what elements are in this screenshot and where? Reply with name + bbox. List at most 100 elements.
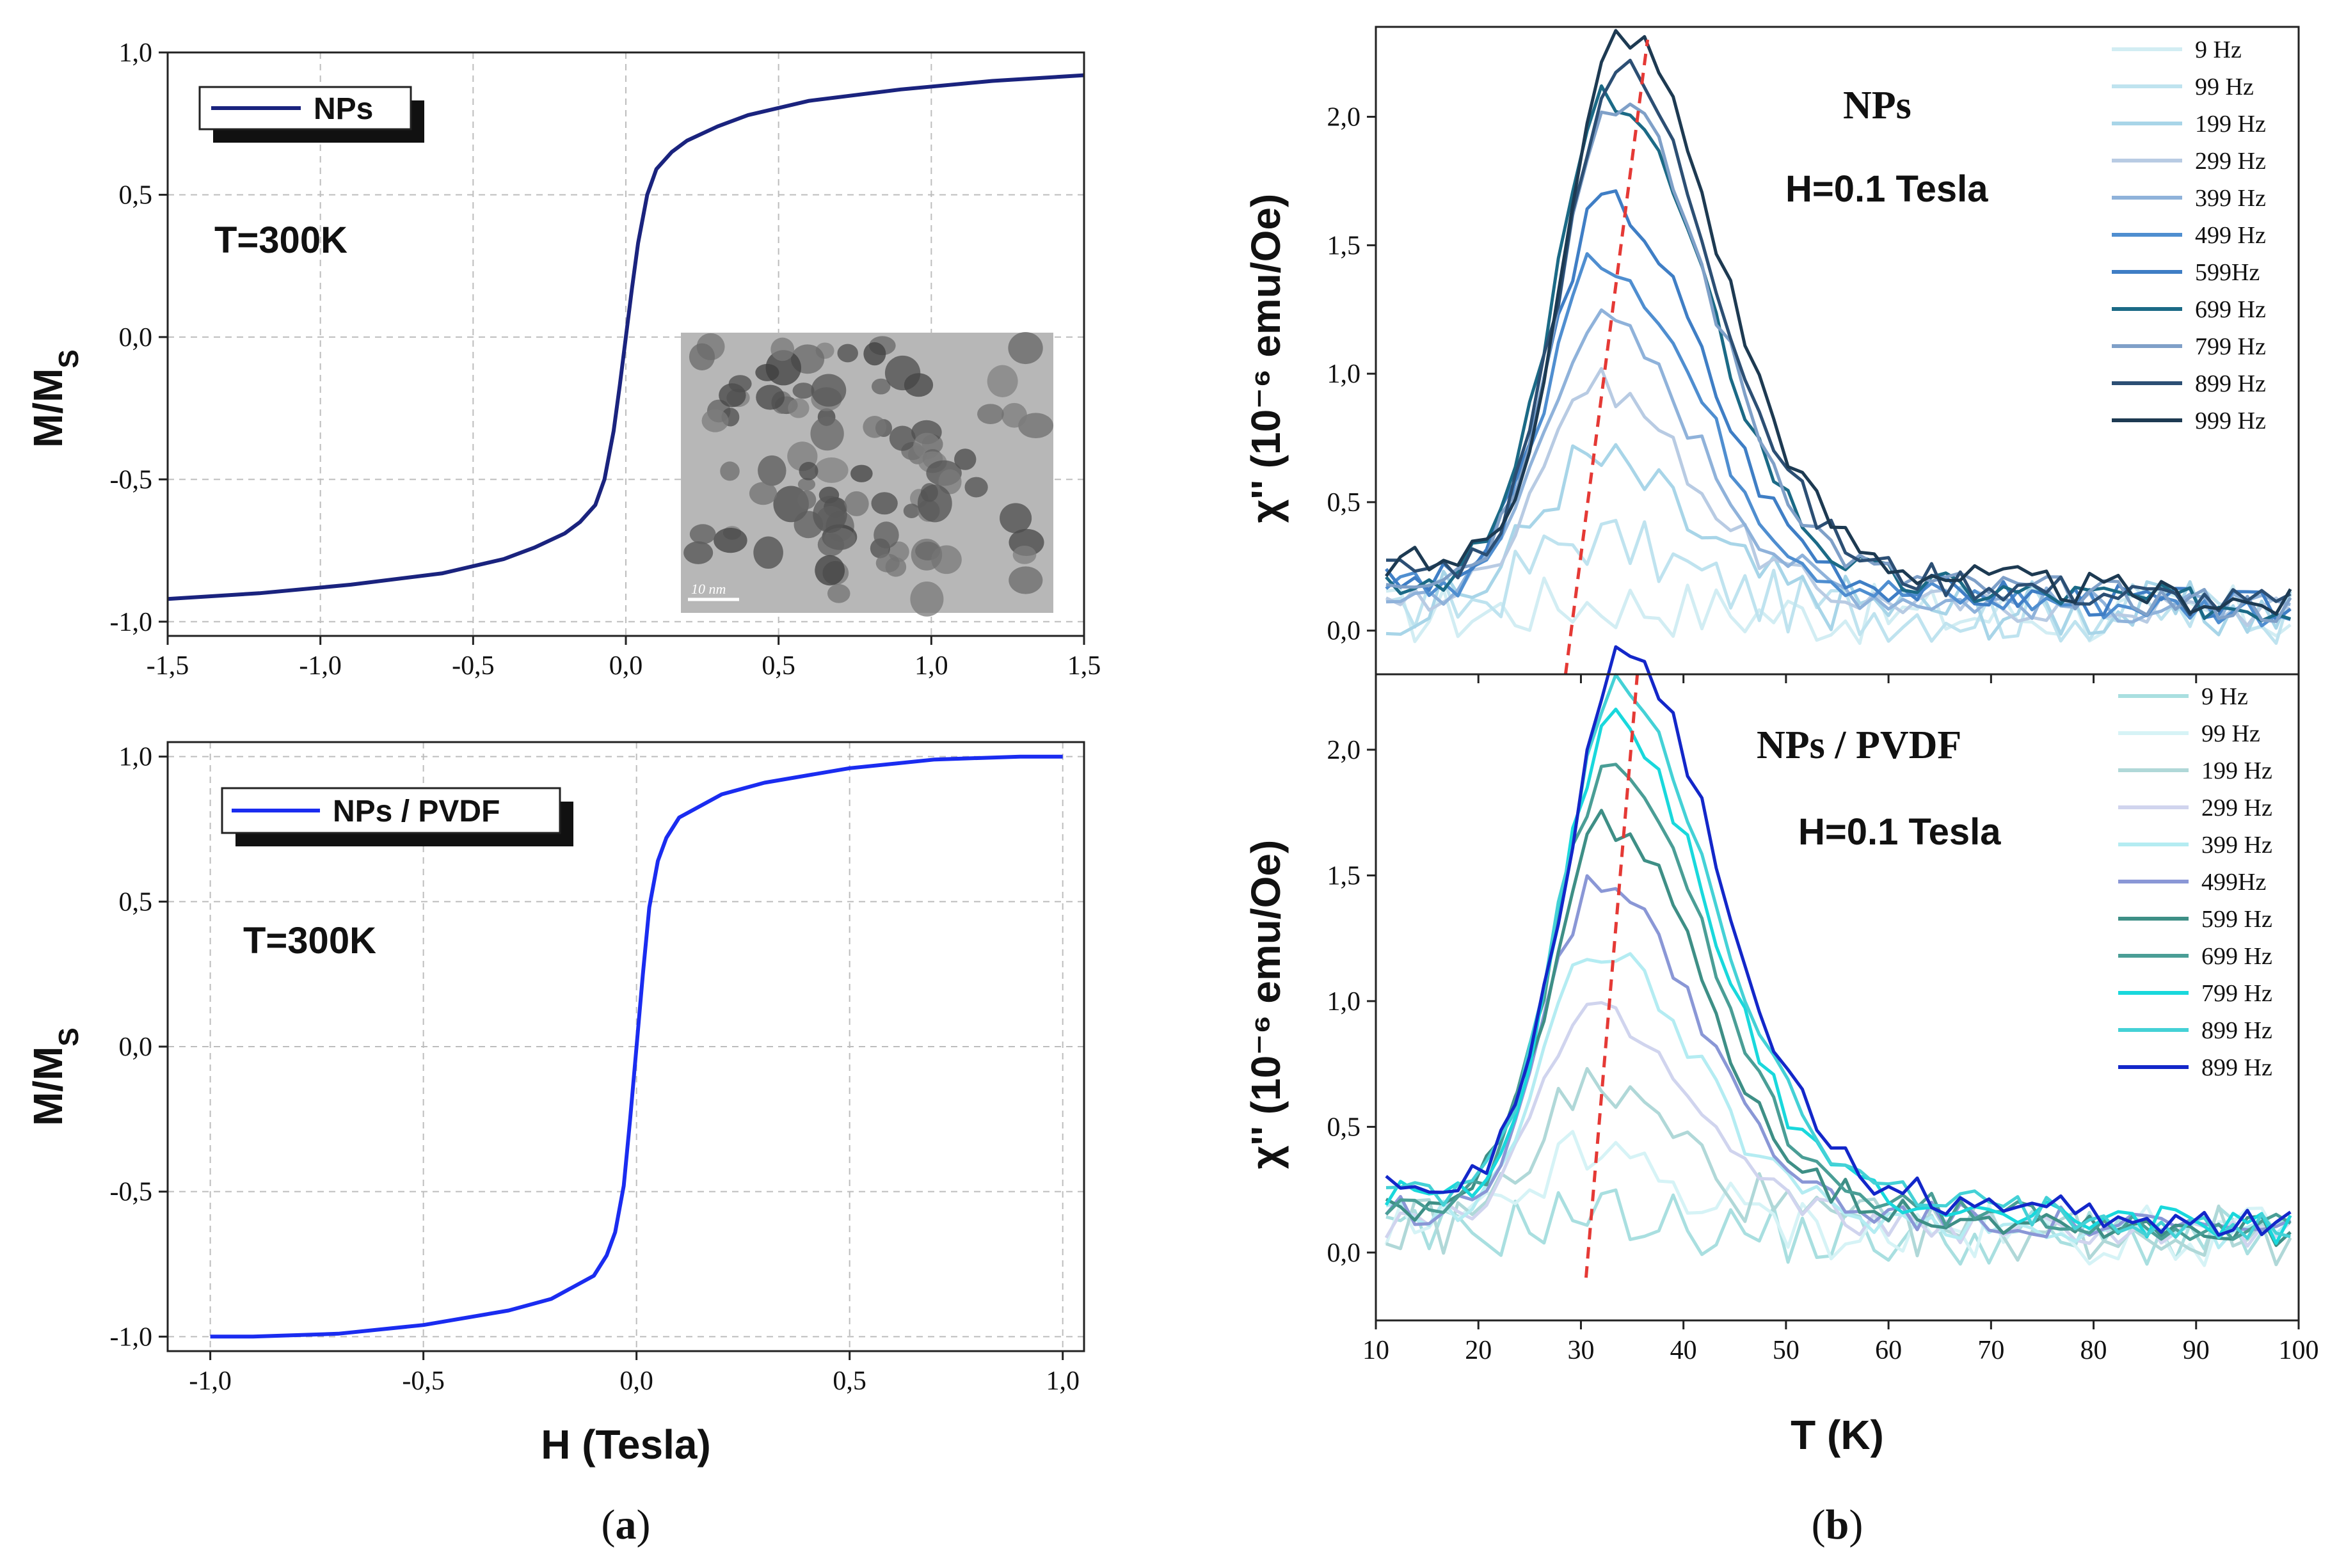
legend-entry: 599 Hz — [2201, 906, 2272, 933]
x-tick-label: 90 — [2183, 1336, 2210, 1365]
series-line — [210, 754, 1063, 1339]
legend-entry: 699 Hz — [2201, 943, 2272, 970]
x-tick-label: 0,5 — [762, 651, 795, 681]
hysteresis-nps-chart: 10 nm -1,5 -1,0 -0,5 0,0 0,5 1,0 1,5 -1,0 -0,5 0… — [25, 38, 1101, 681]
legend-entry: 899 Hz — [2201, 1017, 2272, 1044]
grid-lines — [168, 742, 1084, 1351]
legend-box: NPs — [198, 86, 424, 143]
sample-annotation: NPs — [1843, 84, 1911, 127]
series-line — [1385, 308, 2291, 624]
y-tick-label: 1,0 — [119, 38, 153, 68]
y-tick-label: -1,0 — [110, 608, 153, 637]
inset-scale-label: 10 nm — [691, 581, 726, 597]
legend-entry: 99 Hz — [2195, 74, 2254, 100]
y-axis-label: χ'' (10⁻⁶ emu/Oe) — [1243, 840, 1289, 1169]
y-tick-label: 2,0 — [1327, 736, 1361, 765]
x-tick-label: 0,0 — [609, 651, 643, 681]
x-axis-label: H (Tesla) — [541, 1421, 711, 1468]
legend-entry: 499 Hz — [2195, 222, 2266, 249]
y-tick-label: -0,5 — [110, 465, 153, 495]
tem-inset-image: 10 nm — [681, 332, 1054, 617]
caption-a: (a) — [602, 1501, 651, 1548]
y-tick-label: 1,5 — [1327, 231, 1361, 260]
legend-entry: 9 Hz — [2201, 683, 2248, 710]
y-tick-label: -0,5 — [110, 1178, 153, 1207]
x-tick-label: 100 — [2279, 1336, 2319, 1365]
temperature-annotation: T=300K — [243, 920, 376, 962]
legend-entry: 99 Hz — [2201, 720, 2260, 747]
field-annotation: H=0.1 Tesla — [1785, 168, 1988, 210]
y-axis-label: M/MS — [25, 349, 84, 448]
series-line — [1385, 58, 2292, 617]
y-tick-label: 1,0 — [1327, 360, 1361, 389]
caption-b: (b) — [1812, 1501, 1863, 1548]
field-annotation: H=0.1 Tesla — [1798, 811, 2001, 853]
x-tick-label: 10 — [1362, 1336, 1389, 1365]
legend-entry: 799 Hz — [2201, 980, 2272, 1007]
legend-entry: 199 Hz — [2201, 757, 2272, 784]
legend-label: NPs — [314, 92, 373, 126]
x-tick-label: 20 — [1465, 1336, 1492, 1365]
x-tick-label: -0,5 — [402, 1366, 445, 1396]
y-tick-label: 1,0 — [119, 743, 153, 772]
plot-frame — [1375, 673, 2300, 1322]
y-tick-label: 1,5 — [1327, 861, 1361, 891]
legend-entry: 899 Hz — [2195, 370, 2266, 397]
y-tick-label: 0,0 — [119, 323, 153, 352]
x-tick-label: -0,5 — [452, 651, 495, 681]
legend: 9 Hz 99 Hz 199 Hz 299 Hz 399 Hz 499 Hz 599Hz 69… — [2112, 36, 2266, 434]
legend-entry: 899 Hz — [2201, 1054, 2272, 1081]
legend-entry: 599Hz — [2195, 259, 2260, 286]
hysteresis-pvdf-chart: -1,0 -0,5 0,0 0,5 1,0 -1,0 -0,5 0,0 0,5 1,0 NPs … — [25, 741, 1085, 1468]
legend: 9 Hz 99 Hz 199 Hz 299 Hz 399 Hz 499Hz 599 Hz 69… — [2118, 683, 2272, 1081]
x-tick-label: 80 — [2080, 1336, 2107, 1365]
legend-entry: 299 Hz — [2195, 148, 2266, 175]
x-tick-label: 1,0 — [914, 651, 948, 681]
y-tick-label: -1,0 — [110, 1322, 153, 1352]
y-tick-label: 1,0 — [1327, 987, 1361, 1017]
legend-entry: 799 Hz — [2195, 333, 2266, 360]
chi-nps-chart: 0,0 0,5 1,0 1,5 2,0 NPs H=0.1 Tesla 9 Hz 99 H… — [1243, 26, 2300, 683]
legend-entry: 499Hz — [2201, 869, 2266, 896]
y-axis-label: χ'' (10⁻⁶ emu/Oe) — [1243, 194, 1289, 523]
y-tick-label: 0,0 — [119, 1033, 153, 1062]
x-tick-label: 1,0 — [1046, 1366, 1080, 1396]
y-axis-label: M/MS — [25, 1027, 84, 1126]
x-tick-label: 50 — [1773, 1336, 1799, 1365]
legend-entry: 9 Hz — [2195, 36, 2242, 63]
x-tick-label: 60 — [1875, 1336, 1902, 1365]
x-axis-label: T (K) — [1791, 1412, 1884, 1458]
legend-entry: 399 Hz — [2201, 832, 2272, 859]
x-tick-label: -1,0 — [189, 1366, 232, 1396]
legend-entry: 199 Hz — [2195, 111, 2266, 138]
legend-entry: 399 Hz — [2195, 185, 2266, 212]
peak-shift-dashed-line — [1563, 39, 1650, 675]
x-tick-label: 70 — [1977, 1336, 2004, 1365]
chi-pvdf-chart: 10 20 30 40 50 60 70 80 90 100 0,0 0,5 1,0 1,5 2,0 NP… — [1243, 645, 2319, 1458]
y-tick-label: 0,5 — [119, 887, 153, 917]
legend-entry: 999 Hz — [2195, 408, 2266, 434]
temperature-annotation: T=300K — [214, 219, 347, 261]
y-tick-label: 2,0 — [1327, 103, 1361, 132]
x-tick-label: -1,5 — [147, 651, 189, 681]
x-tick-label: -1,0 — [299, 651, 342, 681]
y-tick-label: 0,0 — [1327, 1239, 1361, 1268]
y-tick-label: 0,5 — [119, 180, 153, 210]
sample-annotation: NPs / PVDF — [1757, 724, 1961, 767]
legend-entry: 699 Hz — [2195, 296, 2266, 323]
series-line — [1385, 84, 2291, 622]
x-tick-label: 0,5 — [833, 1366, 866, 1396]
series-line — [1385, 1188, 2291, 1266]
legend-box: NPs / PVDF — [221, 787, 573, 846]
y-tick-label: 0,5 — [1327, 1113, 1361, 1142]
x-tick-label: 30 — [1567, 1336, 1594, 1365]
peak-shift-dashed-line — [1584, 674, 1640, 1278]
legend-label: NPs / PVDF — [333, 795, 500, 828]
y-tick-label: 0,0 — [1327, 617, 1361, 646]
series-line — [1385, 645, 2292, 1237]
x-tick-label: 40 — [1670, 1336, 1697, 1365]
legend-entry: 299 Hz — [2201, 795, 2272, 821]
series-line — [167, 73, 1085, 601]
y-tick-label: 0,5 — [1327, 488, 1361, 518]
x-tick-label: 0,0 — [619, 1366, 653, 1396]
